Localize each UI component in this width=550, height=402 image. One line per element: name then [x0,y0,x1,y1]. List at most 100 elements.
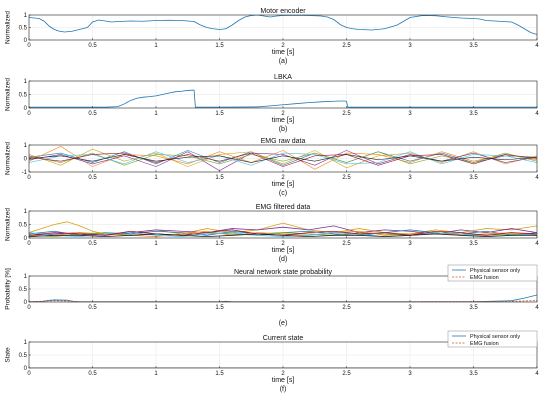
legend-label: EMG fusion [470,341,499,347]
y-tick-label: 1 [24,79,28,85]
y-tick-label: 0 [24,300,28,306]
x-tick-label: 3.5 [469,371,478,377]
x-tick-label: 4 [535,241,539,247]
x-tick-label: 1 [154,305,158,311]
x-tick-label: 3.5 [469,305,478,311]
y-tick-label: 0 [24,106,28,112]
x-tick-label: 2.5 [342,305,351,311]
series-line-6 [29,151,537,166]
x-tick-label: 0 [27,43,31,49]
x-tick-label: 0 [27,111,31,117]
y-tick-label: 1 [24,340,28,346]
x-tick-label: 1.5 [215,241,224,247]
y-axis-label: Normalized [5,11,12,44]
y-tick-label: 0.5 [19,353,28,359]
x-tick-label: 3 [408,43,412,49]
y-axis-label: Probability [%] [5,268,12,310]
x-tick-label: 3 [408,111,412,117]
x-tick-label: 4 [535,175,539,181]
x-tick-label: 0 [27,175,31,181]
x-tick-label: 2 [281,241,285,247]
y-tick-label: 0.5 [19,223,28,229]
x-tick-label: 2 [281,111,285,117]
y-tick-label: 0.5 [19,93,28,99]
x-axis-label: time [s] [272,377,295,384]
x-tick-label: 1.5 [215,371,224,377]
x-tick-label: 2.5 [342,43,351,49]
y-tick-label: 1 [24,209,28,215]
x-tick-label: 3 [408,175,412,181]
y-tick-label: 0 [24,38,28,44]
y-tick-label: 0.5 [19,26,28,32]
series-group [29,15,537,35]
series-line-7 [29,152,537,167]
y-tick-label: 0.5 [19,287,28,293]
x-tick-label: 4 [535,305,539,311]
x-tick-label: 3 [408,371,412,377]
x-tick-label: 0 [27,305,31,311]
x-axis-label: time [s] [272,49,295,56]
panel-caption: (c) [279,190,287,197]
panel-title: EMG raw data [261,138,306,145]
series-line-4 [29,150,537,171]
y-axis-label: Normalized [5,208,12,241]
x-tick-label: 3.5 [469,241,478,247]
x-axis-label: time [s] [272,181,295,188]
x-tick-label: 2 [281,371,285,377]
x-tick-label: 0.5 [88,43,97,49]
x-tick-label: 1 [154,371,158,377]
series-group [29,221,537,238]
series-line-1 [29,15,537,35]
legend-box [447,264,538,282]
panel-b: 0 0.5 1 1.5 2 2.5 3 3.5 4 0 0.5 1 LBKA time [s] (b) Nor… [5,74,540,133]
x-tick-label: 0.5 [88,305,97,311]
x-tick-label: 1.5 [215,175,224,181]
panel-caption: (e) [279,320,288,327]
x-tick-label: 0.5 [88,111,97,117]
y-tick-label: 1 [24,274,28,280]
x-tick-label: 0 [27,371,31,377]
x-tick-label: 1 [154,111,158,117]
panel-a: 0 0.5 1 1.5 2 2.5 3 3.5 4 0 0.5 1 Motor encoder time … [5,8,540,65]
x-tick-label: 0.5 [88,175,97,181]
series-line-3 [29,148,537,169]
series-line-5 [29,151,537,166]
x-tick-label: 2 [281,175,285,181]
x-tick-label: 1 [154,241,158,247]
series-line-8 [29,154,537,163]
series-line-8 [29,233,537,238]
x-tick-label: 0.5 [88,371,97,377]
legend-label: Physical sensor only [470,334,520,340]
panel-title: Neural network state probability [234,269,333,276]
y-tick-label: 0 [24,236,28,242]
panel-caption: (b) [279,126,288,133]
x-tick-label: 4 [535,371,539,377]
legend-box [447,330,538,348]
x-tick-label: 1.5 [215,305,224,311]
x-tick-label: 3.5 [469,175,478,181]
series-line-1 [29,221,537,235]
y-axis-label: State [5,347,12,363]
y-tick-label: 0 [24,366,28,372]
series-group [29,89,537,108]
x-tick-label: 2.5 [342,175,351,181]
panel-f: 0 0.5 1 1.5 2 2.5 3 3.5 4 0 0.5 1 Current state time … [5,330,539,393]
x-tick-label: 1 [154,43,158,49]
legend-label: EMG fusion [470,275,499,281]
panel-caption: (a) [279,58,288,65]
series-line-1 [29,150,537,166]
panel-caption: (d) [279,256,288,263]
y-tick-label: 1 [24,143,28,149]
panel-title: Motor encoder [260,8,306,15]
x-tick-label: 4 [535,111,539,117]
x-tick-label: 0 [27,241,31,247]
x-tick-label: 2 [281,305,285,311]
y-axis-label: Normalized [5,78,12,111]
series-line-1 [29,89,537,108]
x-axis-label: time [s] [272,117,295,124]
panel-title: LBKA [274,74,292,81]
x-tick-label: 2.5 [342,111,351,117]
x-tick-label: 3 [408,241,412,247]
